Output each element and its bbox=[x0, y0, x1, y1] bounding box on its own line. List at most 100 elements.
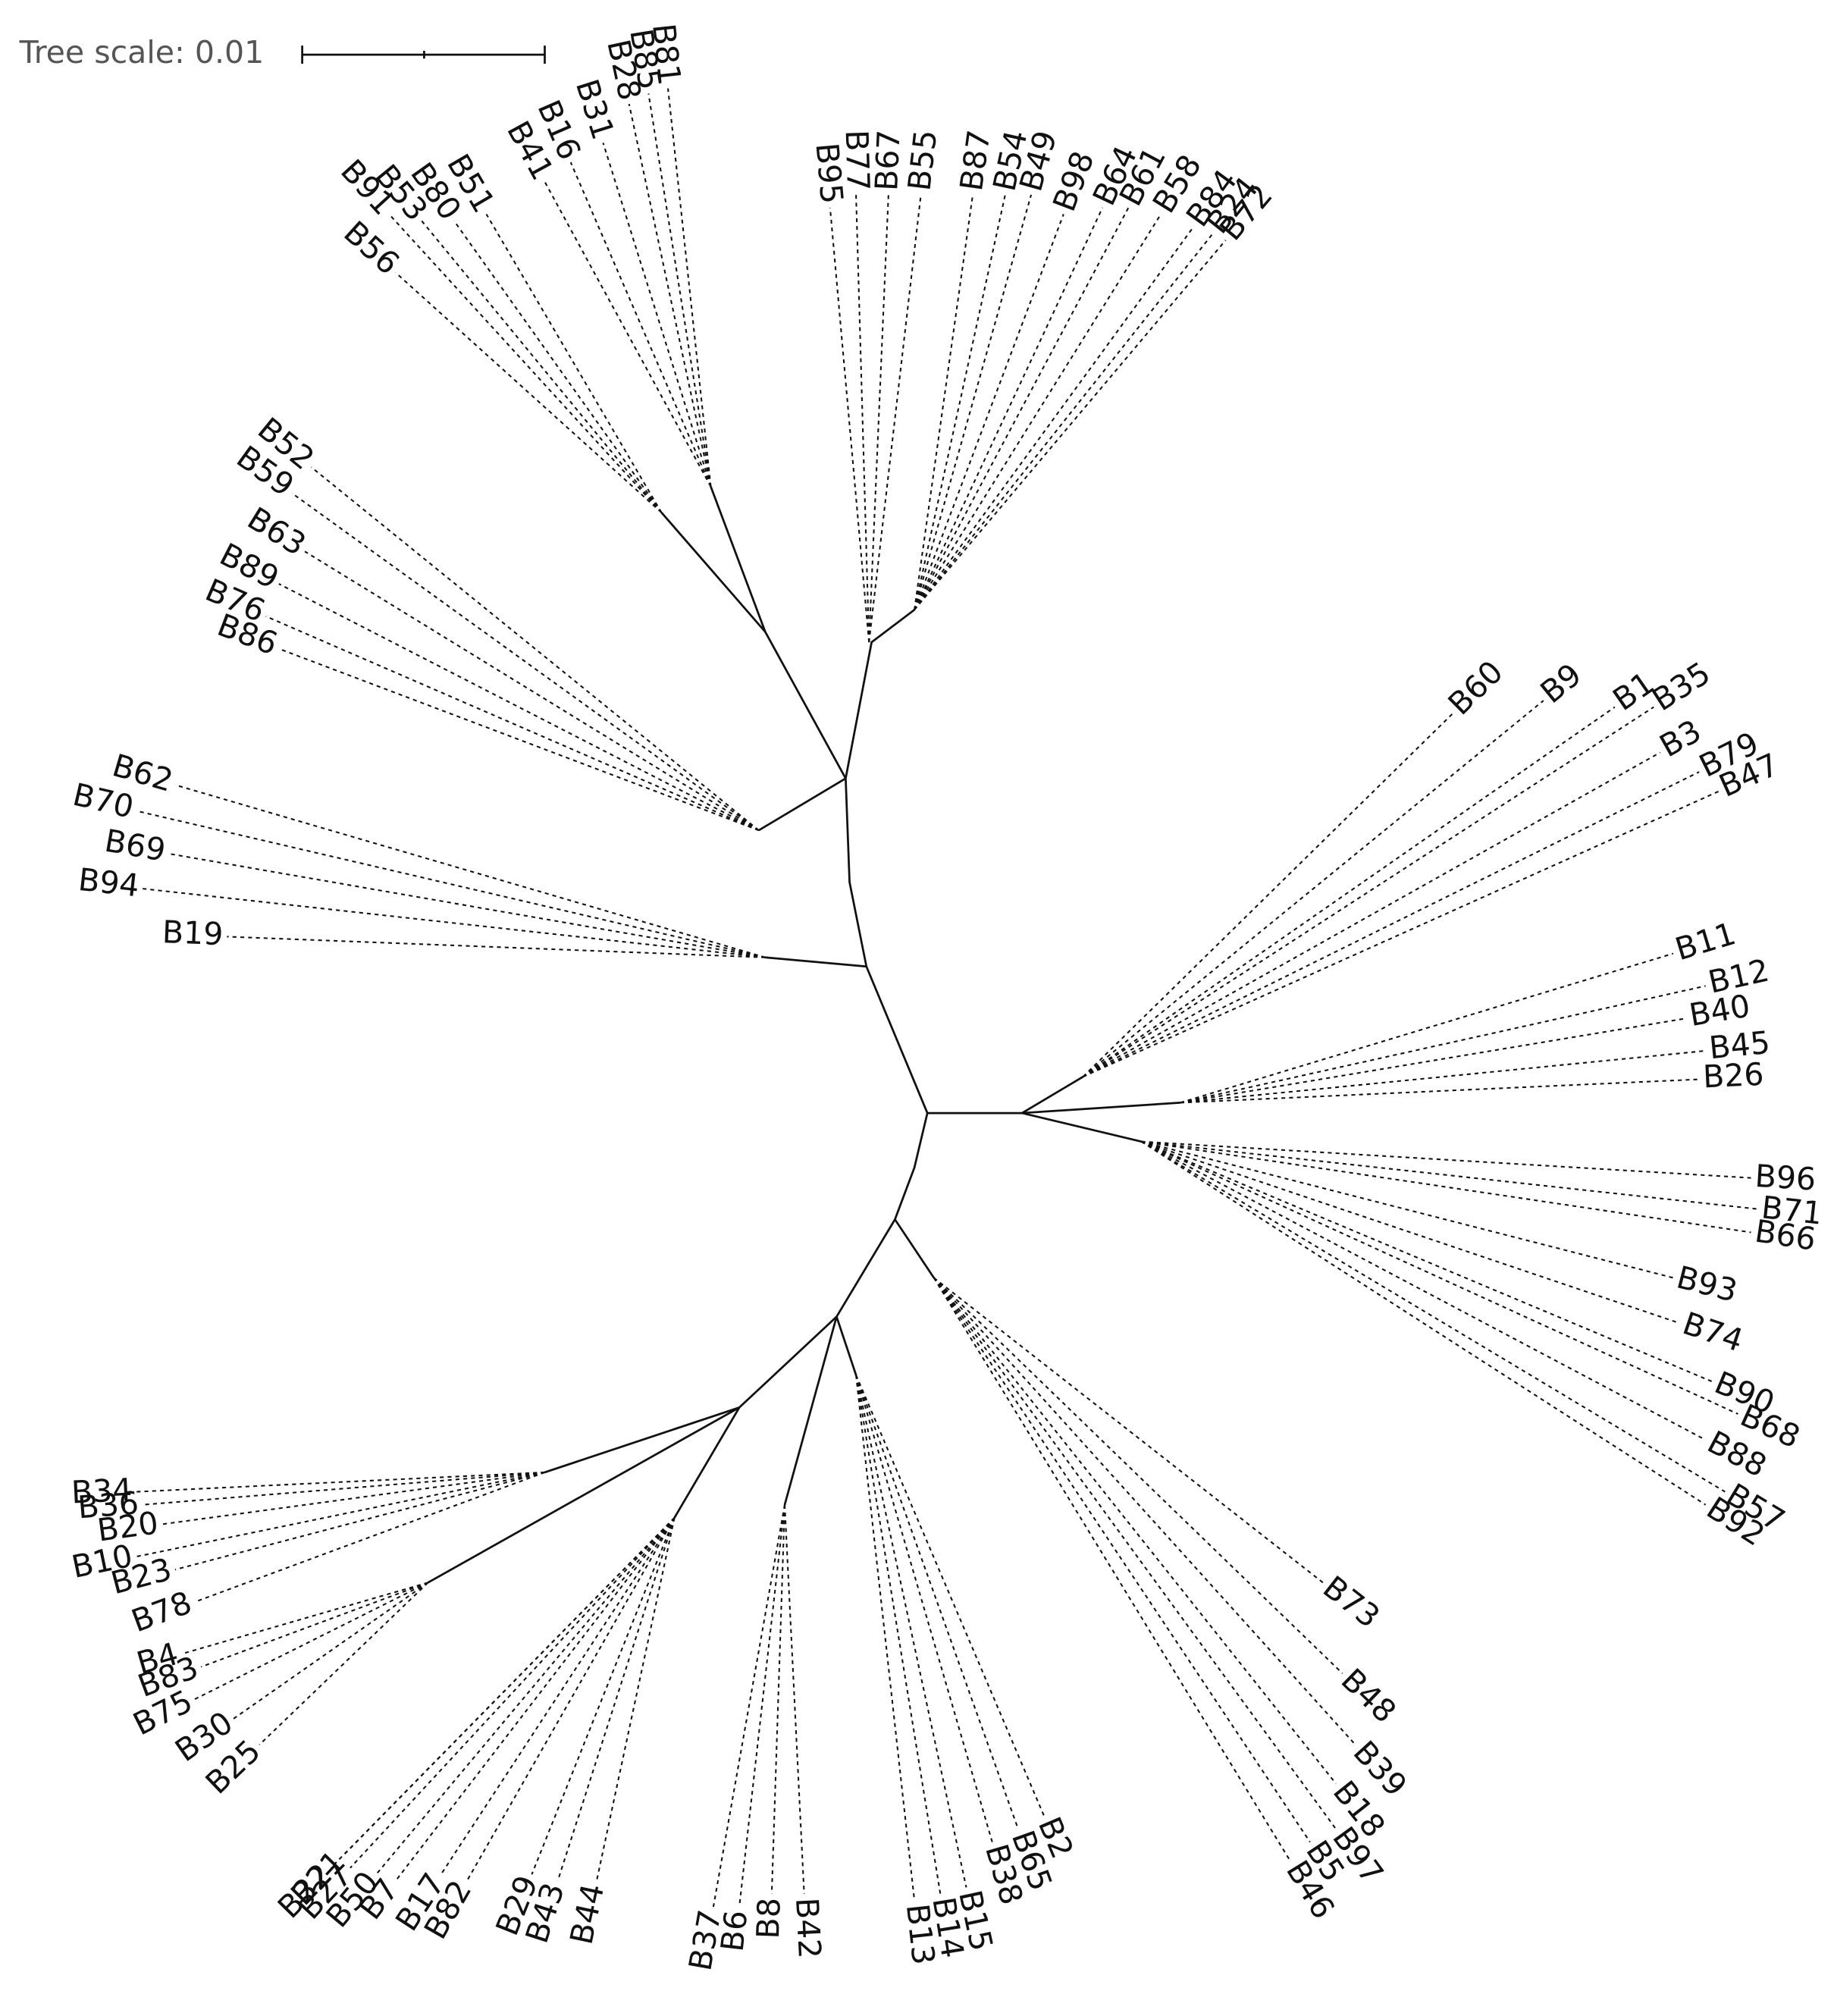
branch bbox=[765, 956, 867, 968]
leaf-branch bbox=[933, 1277, 1337, 1830]
leaf-label: B6 bbox=[714, 1908, 755, 1953]
leaf-branch bbox=[914, 233, 1214, 610]
leaf-branch bbox=[194, 1471, 545, 1603]
leaf-branch bbox=[375, 1517, 676, 1875]
leaf-label: B77 bbox=[839, 130, 876, 192]
leaf-branch bbox=[914, 213, 1162, 610]
branch bbox=[835, 1112, 929, 1318]
leaf-branch bbox=[914, 207, 1130, 610]
leaf-label: B13 bbox=[899, 1902, 942, 1967]
leaf-branch bbox=[602, 143, 712, 488]
leaf-branch bbox=[265, 615, 760, 832]
leaf-branch bbox=[1140, 1140, 1707, 1506]
branch bbox=[758, 777, 847, 832]
leaf-branch bbox=[453, 220, 663, 513]
leaf-branch bbox=[394, 1517, 676, 1882]
leaf-branch bbox=[770, 1504, 786, 1894]
leaf-branch bbox=[310, 466, 760, 831]
leaf-branch bbox=[350, 1517, 676, 1869]
leaf-branch bbox=[291, 492, 760, 831]
leaf-branch bbox=[556, 1517, 676, 1882]
leaf-branch bbox=[855, 1375, 942, 1895]
leaf-label: B48 bbox=[1334, 1661, 1403, 1729]
leaf-branch bbox=[136, 1471, 545, 1558]
branch bbox=[1021, 1111, 1142, 1143]
leaf-branch bbox=[531, 1517, 676, 1875]
leaf-branch bbox=[914, 194, 1006, 610]
leaf-branch bbox=[143, 1471, 545, 1506]
leaf-label: B37 bbox=[682, 1907, 728, 1974]
leaf-branch bbox=[667, 88, 712, 487]
leaf-branch bbox=[1082, 751, 1661, 1078]
leaf-branch bbox=[855, 1375, 916, 1901]
leaf-branch bbox=[1180, 985, 1706, 1104]
leaf-label: B81 bbox=[645, 22, 688, 86]
leaf-branch bbox=[1082, 706, 1616, 1078]
leaf-label: B34 bbox=[71, 1472, 133, 1511]
branch bbox=[894, 1218, 935, 1279]
leaf-branch bbox=[647, 93, 712, 487]
leaf-branch bbox=[1180, 1078, 1700, 1104]
branch bbox=[660, 512, 767, 633]
leaf-branch bbox=[933, 1277, 1311, 1843]
leaf-label: B95 bbox=[808, 141, 850, 205]
leaf-branch bbox=[1140, 1140, 1726, 1493]
leaf-label: B74 bbox=[1679, 1305, 1748, 1359]
leaf-branch bbox=[168, 852, 766, 958]
leaf-branch bbox=[1180, 1049, 1706, 1104]
leaf-branch bbox=[174, 784, 766, 958]
leaf-branch bbox=[1141, 1140, 1758, 1210]
leaf-branch bbox=[933, 1277, 1292, 1862]
leaf-label: B20 bbox=[95, 1504, 160, 1548]
leaf-label: B45 bbox=[1707, 1024, 1772, 1067]
leaf-branch bbox=[783, 1504, 805, 1894]
leaf-branch bbox=[395, 271, 663, 513]
leaf-branch bbox=[485, 214, 663, 513]
leaf-branch bbox=[1141, 1140, 1738, 1415]
leaf-branch bbox=[855, 1375, 967, 1888]
scale-label: Tree scale: 0.01 bbox=[19, 34, 265, 71]
branch bbox=[1021, 1075, 1084, 1115]
branch bbox=[738, 1315, 838, 1409]
leaf-label: B55 bbox=[901, 128, 944, 193]
leaf-label: B73 bbox=[1316, 1569, 1387, 1635]
branch bbox=[783, 1316, 838, 1506]
leaf-branch bbox=[466, 1517, 676, 1882]
leaf-branch bbox=[738, 1504, 786, 1908]
leaf-branch bbox=[278, 583, 760, 832]
leaf-branch bbox=[855, 1375, 1046, 1817]
leaf-label: B66 bbox=[1752, 1213, 1818, 1258]
leaf-branch bbox=[855, 194, 870, 643]
leaf-branch bbox=[227, 936, 766, 958]
leaf-branch bbox=[174, 1471, 545, 1571]
leaf-label: B42 bbox=[788, 1897, 828, 1960]
leaf-label: B67 bbox=[868, 129, 907, 191]
branch bbox=[710, 486, 847, 779]
leaf-label: B69 bbox=[102, 823, 168, 869]
leaf-branch bbox=[569, 161, 712, 488]
branch bbox=[1021, 1102, 1180, 1115]
leaf-branch bbox=[181, 1582, 428, 1655]
leaf-branch bbox=[194, 1582, 429, 1701]
leaf-label: B26 bbox=[1702, 1056, 1764, 1096]
leaf-branch bbox=[1141, 1140, 1680, 1325]
leaf-label: B8 bbox=[750, 1897, 788, 1939]
leaf-label: B96 bbox=[1754, 1158, 1817, 1198]
leaf-branch bbox=[868, 194, 922, 643]
leaf-branch bbox=[421, 220, 663, 513]
leaf-branch bbox=[1082, 713, 1453, 1077]
leaf-branch bbox=[1141, 1140, 1751, 1234]
leaf-branch bbox=[1140, 1140, 1707, 1441]
leaf-branch bbox=[855, 1375, 1019, 1829]
leaf-branch bbox=[161, 1471, 545, 1525]
branch bbox=[845, 609, 915, 779]
leaf-branch bbox=[136, 1471, 545, 1493]
leaf-branch bbox=[278, 647, 760, 832]
leaf-label: B86 bbox=[212, 607, 282, 662]
leaf-label: B36 bbox=[77, 1485, 140, 1525]
leaf-branch bbox=[933, 1277, 1324, 1584]
leaf-branch bbox=[259, 1582, 429, 1745]
leaf-branch bbox=[544, 181, 712, 488]
